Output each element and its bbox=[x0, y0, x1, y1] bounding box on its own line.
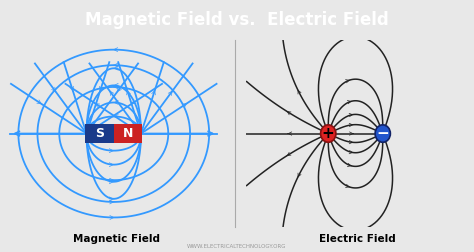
Bar bbox=[114, 124, 142, 143]
Text: +: + bbox=[322, 126, 335, 141]
Text: Magnetic Field: Magnetic Field bbox=[73, 234, 160, 244]
Text: S: S bbox=[95, 127, 104, 140]
Text: Electric Field: Electric Field bbox=[319, 234, 396, 244]
Text: Magnetic Field vs.  Electric Field: Magnetic Field vs. Electric Field bbox=[85, 11, 389, 29]
Text: WWW.ELECTRICALTECHNOLOGY.ORG: WWW.ELECTRICALTECHNOLOGY.ORG bbox=[187, 244, 287, 249]
Text: −: − bbox=[376, 126, 389, 141]
Circle shape bbox=[375, 125, 391, 142]
Circle shape bbox=[320, 125, 336, 142]
Text: N: N bbox=[123, 127, 133, 140]
Bar bbox=[85, 124, 114, 143]
